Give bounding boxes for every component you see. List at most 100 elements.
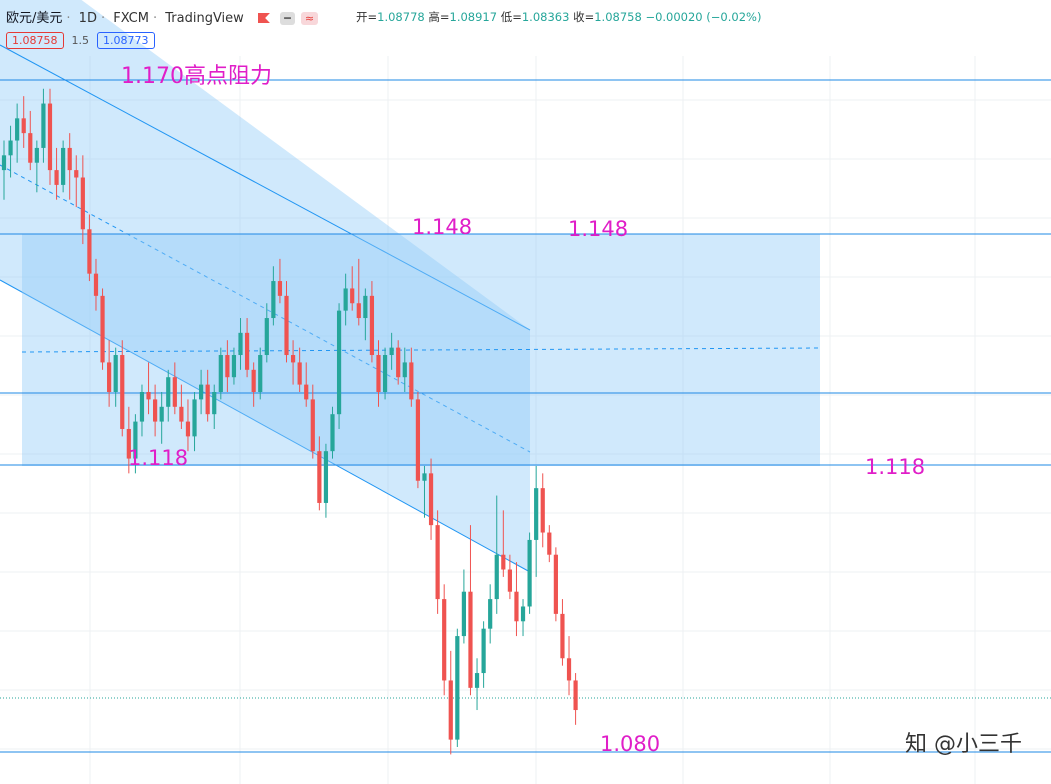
candle-body	[573, 680, 578, 711]
candle-body	[238, 332, 243, 356]
candle-body	[199, 384, 204, 400]
candle-body	[520, 606, 526, 622]
candle-body	[1, 155, 7, 171]
flag-icon[interactable]	[257, 13, 270, 23]
annotation-1118-left: 1.118	[128, 446, 189, 470]
candle-body	[330, 414, 335, 452]
candle-body	[133, 421, 138, 459]
high-label: 高=	[428, 10, 450, 24]
descending-channel	[0, 0, 530, 572]
candle-body	[153, 399, 158, 422]
candle-body	[415, 399, 421, 481]
candle-body	[271, 281, 276, 319]
candle-body	[47, 103, 53, 171]
candle-body	[481, 628, 486, 674]
candle-body	[560, 613, 565, 659]
candle-body	[15, 118, 20, 141]
candle-body	[113, 355, 118, 392]
candle-body	[284, 295, 289, 356]
annotation-high-resistance: 1.170高点阻力	[121, 64, 272, 89]
watermark: 知 @小三千	[905, 732, 1022, 757]
candle-body	[376, 355, 381, 392]
candle-body	[455, 636, 460, 740]
grid-lines	[0, 56, 1051, 784]
candle-body	[251, 369, 256, 392]
candle-body	[218, 355, 223, 392]
candle-body	[225, 355, 230, 378]
candle-body	[422, 473, 427, 481]
candle-body	[93, 273, 99, 296]
candle-body	[507, 569, 512, 592]
candle-body	[34, 147, 39, 163]
candle-body	[389, 347, 394, 356]
annotation-1080: 1.080	[600, 732, 661, 756]
candle-body	[448, 680, 453, 740]
symbol-label[interactable]: 欧元/美元	[6, 11, 63, 26]
candle-body	[396, 347, 401, 378]
close-label: 收=	[573, 10, 595, 24]
candle-body	[54, 170, 59, 185]
interval-label[interactable]: 1D	[78, 11, 97, 26]
spread-label: 1.5	[71, 34, 90, 47]
low-value: 1.08363	[521, 10, 570, 24]
candle-body	[120, 355, 125, 429]
candle-body	[350, 288, 355, 304]
ask-button[interactable]: 1.08773	[97, 32, 155, 49]
candle-body	[336, 310, 342, 415]
candle-body	[468, 591, 473, 688]
candle-body	[297, 362, 302, 385]
candle-body	[566, 658, 572, 681]
candle-body	[205, 384, 210, 415]
candle-body	[310, 399, 315, 452]
candle-body	[277, 281, 283, 296]
candle-body	[290, 355, 296, 363]
candle-body	[172, 377, 177, 407]
candle-body	[356, 303, 361, 319]
candle-body	[527, 539, 532, 607]
candle-body	[185, 421, 191, 437]
candle-body	[212, 392, 217, 415]
horizontal-levels	[0, 79, 1051, 753]
candle-body	[264, 318, 269, 356]
candle-body	[28, 133, 33, 163]
annotation-1118-right: 1.118	[865, 455, 926, 479]
wave-badge[interactable]: ≈	[300, 12, 319, 25]
candle-body	[343, 288, 348, 311]
candle-body	[547, 532, 552, 555]
candle-body	[323, 451, 329, 503]
candle-body	[461, 591, 466, 637]
dash-badge[interactable]: ━	[280, 12, 295, 25]
chart-header: 欧元/美元 · 1D · FXCM · TradingView ━ ≈	[6, 7, 319, 26]
candle-body	[126, 428, 131, 459]
annotation-1148-left: 1.148	[412, 215, 473, 239]
candle-body	[402, 362, 407, 378]
candle-body	[369, 295, 375, 356]
candle-body	[8, 140, 13, 156]
open-label: 开=	[356, 10, 378, 24]
candle-body	[61, 147, 66, 185]
candle-body	[179, 406, 184, 422]
open-value: 1.08778	[377, 10, 425, 24]
candle-body	[363, 295, 368, 319]
bid-ask-row: 1.08758 1.5 1.08773	[6, 32, 155, 49]
candle-body	[67, 147, 72, 171]
candle-body	[244, 332, 250, 370]
candle-body	[87, 229, 92, 274]
exchange-label: FXCM	[113, 11, 149, 26]
candle-body	[139, 392, 145, 422]
candle-body	[409, 362, 414, 400]
candle-body	[304, 384, 309, 400]
candle-body	[159, 406, 164, 422]
candle-body	[540, 488, 545, 533]
channel-lower-line	[0, 279, 531, 573]
candle-body	[474, 673, 480, 688]
annotation-1148-right: 1.148	[568, 217, 629, 241]
bid-button[interactable]: 1.08758	[6, 32, 64, 49]
low-label: 低=	[500, 10, 522, 24]
candle-body	[258, 355, 263, 392]
ohlc-readout: 开=1.08778 高=1.08917 低=1.08363 收=1.08758 …	[356, 9, 761, 25]
range-mid-line	[21, 347, 821, 353]
candle-body	[534, 488, 539, 540]
candle-body	[21, 118, 26, 134]
